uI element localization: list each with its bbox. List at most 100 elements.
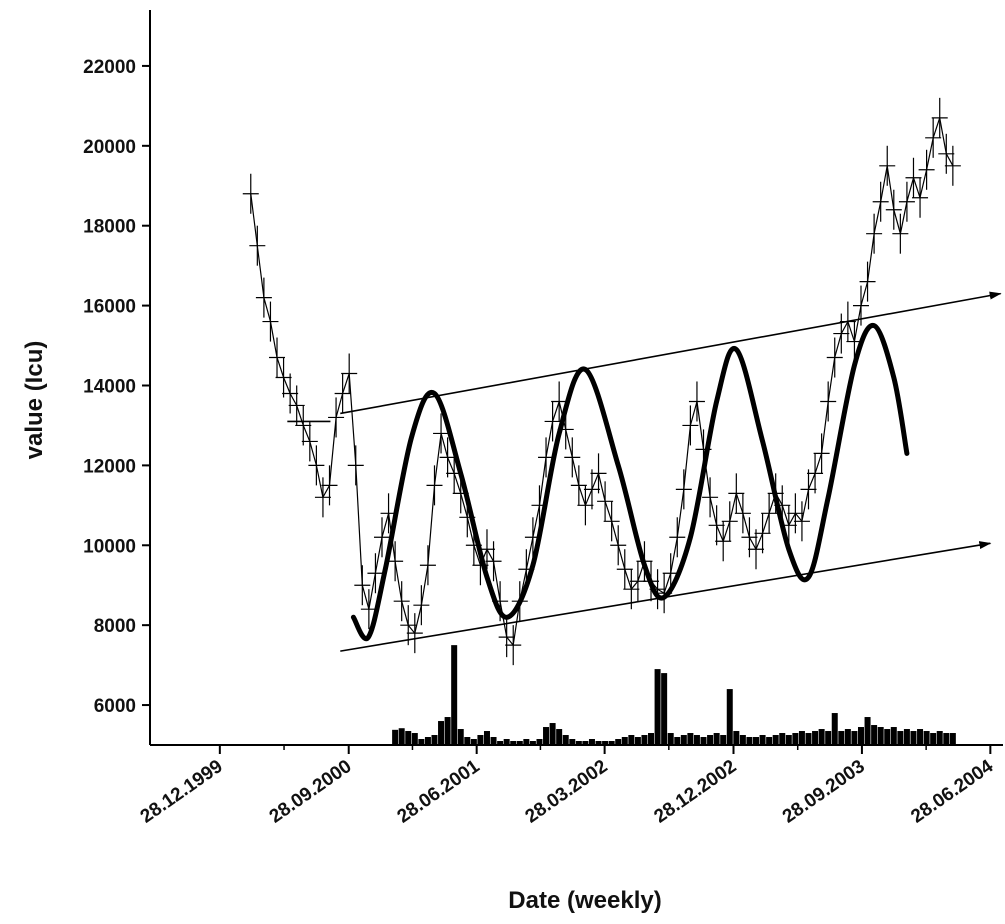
data-point [800, 469, 817, 510]
volume-bar [582, 741, 589, 745]
volume-bar [759, 735, 766, 745]
volume-bar [818, 729, 825, 745]
data-point [387, 541, 404, 582]
data-point [912, 177, 929, 218]
data-point [623, 569, 640, 610]
volume-bar [739, 735, 746, 745]
data-point [564, 437, 581, 478]
volume-bar [884, 729, 891, 745]
volume-bar [700, 737, 707, 745]
y-tick-label: 16000 [83, 297, 136, 318]
data-point [879, 145, 896, 186]
data-point [787, 493, 804, 534]
volume-bar [805, 733, 812, 745]
volume-bar [897, 731, 904, 745]
x-tick-label: 28.09.2000 [266, 756, 356, 828]
data-point [813, 433, 830, 474]
data-point [314, 477, 331, 518]
data-point [748, 529, 765, 570]
data-point [400, 605, 417, 646]
data-point [373, 517, 390, 558]
y-tick-label: 22000 [83, 57, 136, 78]
data-point [275, 357, 292, 398]
data-point [826, 337, 843, 378]
volume-bar [910, 731, 917, 745]
volume-bar [871, 725, 878, 745]
y-tick-label: 12000 [83, 456, 136, 477]
y-tick-label: 8000 [94, 616, 136, 637]
data-point [419, 545, 436, 586]
data-point [597, 481, 614, 522]
data-point [741, 517, 758, 558]
data-point [308, 445, 325, 486]
volume-bar [687, 733, 694, 745]
volume-bar [936, 731, 943, 745]
data-point [354, 565, 371, 606]
volume-bar [772, 735, 779, 745]
volume-bar [943, 733, 950, 745]
data-point [242, 173, 259, 214]
sinusoid-fit-line [350, 323, 910, 642]
data-point [944, 145, 961, 186]
data-point [249, 225, 266, 266]
data-point [715, 521, 732, 562]
volume-bar [608, 741, 615, 745]
data-point [334, 373, 351, 414]
y-tick-label: 18000 [83, 217, 136, 238]
volume-bar [674, 737, 681, 745]
volume-bar [903, 729, 910, 745]
x-axis-title: Date (weekly) [508, 887, 661, 914]
volume-bar [549, 723, 556, 745]
data-point [938, 133, 955, 174]
data-point [505, 625, 522, 666]
volume-bar-series [392, 645, 956, 745]
data-point [931, 97, 948, 138]
data-point [852, 285, 869, 326]
y-axis-title: value (Icu) [21, 341, 48, 460]
data-point [728, 473, 745, 514]
data-point [610, 525, 627, 566]
volume-bar [411, 733, 418, 745]
data-point [426, 465, 443, 506]
data-point [721, 501, 738, 542]
volume-bar [615, 739, 622, 745]
data-point [570, 465, 587, 506]
volume-bar [726, 689, 733, 745]
volume-bar [766, 737, 773, 745]
data-point [413, 585, 430, 626]
volume-bar [444, 717, 451, 745]
volume-bar [890, 727, 897, 745]
data-point [754, 513, 771, 554]
volume-bar [602, 741, 609, 745]
volume-bar [877, 727, 884, 745]
data-point [872, 181, 889, 222]
volume-bar [844, 729, 851, 745]
data-point [288, 385, 305, 426]
volume-bar [707, 735, 714, 745]
x-tick-label: 28.06.2001 [394, 756, 484, 828]
data-point [255, 277, 272, 318]
data-point [498, 617, 515, 658]
volume-bar [798, 731, 805, 745]
volume-bar [457, 729, 464, 745]
volume-bar [569, 739, 576, 745]
data-point [833, 313, 850, 354]
volume-bar [451, 645, 458, 745]
volume-bar [470, 739, 477, 745]
data-point [583, 469, 600, 510]
x-tick-label: 28.06.2004 [907, 756, 997, 828]
data-point [295, 405, 312, 446]
plot-area: 6000 8000 10000 12000 14000 16000 18000 20000 22… [83, 10, 1003, 828]
data-point [702, 477, 719, 518]
volume-bar [746, 737, 753, 745]
volume-bar [392, 729, 399, 745]
volume-bar [753, 737, 760, 745]
data-point [859, 261, 876, 302]
data-point [918, 149, 935, 190]
data-point [898, 181, 915, 222]
data-point-series [242, 97, 961, 666]
data-point [406, 613, 423, 654]
volume-bar [654, 669, 661, 745]
data-point [905, 157, 922, 198]
